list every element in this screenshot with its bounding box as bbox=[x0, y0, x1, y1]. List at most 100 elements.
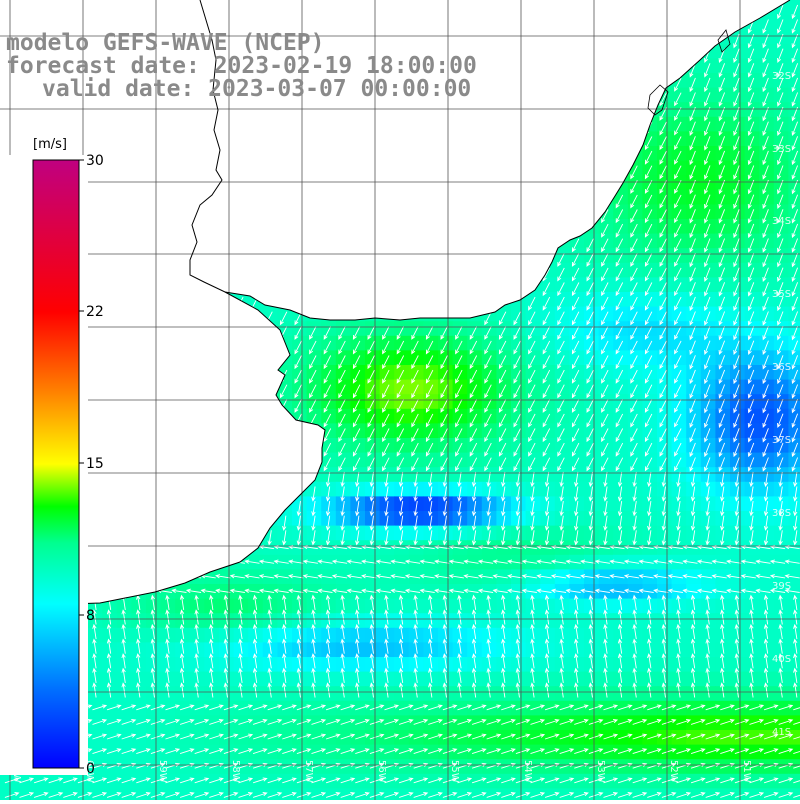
wind-arrow bbox=[718, 48, 726, 63]
wind-arrow bbox=[777, 442, 784, 458]
wind-arrow bbox=[762, 457, 769, 472]
wind-arrow bbox=[594, 574, 610, 579]
wind-arrow bbox=[530, 486, 535, 502]
speed-cell bbox=[642, 452, 658, 468]
speed-cell bbox=[248, 773, 264, 789]
speed-cell bbox=[730, 321, 746, 337]
speed-cell bbox=[715, 321, 731, 337]
wind-arrow bbox=[252, 682, 258, 698]
wind-arrow bbox=[647, 667, 652, 683]
speed-cell bbox=[584, 700, 600, 716]
speed-cell bbox=[627, 350, 643, 366]
speed-cell bbox=[511, 700, 527, 716]
speed-cell bbox=[248, 744, 264, 760]
wind-arrow bbox=[106, 719, 122, 725]
speed-cell bbox=[671, 408, 687, 424]
speed-cell bbox=[613, 321, 629, 337]
speed-cell bbox=[700, 160, 716, 176]
wind-arrow bbox=[223, 733, 239, 740]
speed-cell bbox=[730, 189, 746, 205]
speed-cell bbox=[642, 262, 658, 278]
speed-cell bbox=[744, 58, 760, 74]
wind-arrow bbox=[571, 296, 580, 311]
wind-arrow bbox=[580, 559, 596, 564]
wind-arrow bbox=[340, 682, 345, 698]
speed-cell bbox=[788, 657, 800, 673]
wind-arrow bbox=[544, 733, 560, 740]
latitude-label: 38S bbox=[772, 508, 791, 519]
wind-arrow bbox=[325, 653, 331, 669]
speed-cell bbox=[277, 715, 293, 731]
wind-arrow bbox=[659, 180, 667, 194]
speed-cell bbox=[744, 700, 760, 716]
speed-cell bbox=[365, 394, 381, 410]
wind-arrow bbox=[384, 501, 389, 517]
speed-cell bbox=[715, 306, 731, 322]
speed-cell bbox=[788, 408, 800, 424]
speed-cell bbox=[657, 116, 673, 132]
wind-arrow bbox=[355, 682, 360, 698]
wind-arrow bbox=[601, 428, 609, 443]
speed-cell bbox=[438, 365, 454, 381]
speed-cell bbox=[423, 335, 439, 351]
speed-cell bbox=[321, 350, 337, 366]
speed-cell bbox=[642, 715, 658, 731]
speed-cell bbox=[642, 306, 658, 322]
wind-arrow bbox=[238, 682, 243, 698]
wind-arrow bbox=[267, 623, 272, 640]
wind-arrow bbox=[544, 667, 550, 683]
speed-cell bbox=[700, 773, 716, 789]
speed-cell bbox=[671, 116, 687, 132]
wind-arrow bbox=[747, 194, 755, 209]
wind-arrow bbox=[588, 733, 604, 740]
wind-arrow bbox=[603, 719, 619, 725]
speed-cell bbox=[438, 744, 454, 760]
wind-arrow bbox=[352, 326, 361, 340]
wind-arrow bbox=[425, 326, 434, 340]
speed-cell bbox=[657, 160, 673, 176]
wind-arrow bbox=[223, 594, 228, 610]
wind-arrow bbox=[603, 733, 619, 740]
speed-cell bbox=[627, 219, 643, 235]
speed-cell bbox=[540, 700, 556, 716]
speed-cell bbox=[408, 379, 424, 395]
wind-arrow bbox=[711, 559, 727, 564]
wind-arrow bbox=[396, 457, 405, 472]
wind-arrow bbox=[601, 384, 609, 399]
wind-arrow bbox=[542, 442, 551, 457]
speed-cell bbox=[292, 730, 308, 746]
speed-cell bbox=[394, 759, 410, 775]
wind-arrow bbox=[413, 471, 418, 488]
wind-arrow bbox=[559, 719, 575, 725]
wind-arrow bbox=[571, 369, 580, 384]
wind-arrow bbox=[513, 355, 521, 370]
wind-arrow bbox=[294, 369, 302, 384]
wind-arrow bbox=[544, 682, 550, 698]
wind-arrow bbox=[644, 311, 653, 326]
speed-cell bbox=[292, 379, 308, 395]
speed-cell bbox=[715, 87, 731, 103]
wind-arrow bbox=[317, 588, 333, 593]
wind-arrow bbox=[704, 369, 711, 385]
speed-cell bbox=[306, 408, 322, 424]
speed-cell bbox=[700, 321, 716, 337]
speed-cell bbox=[700, 131, 716, 147]
wind-arrow bbox=[382, 428, 390, 443]
wind-arrow bbox=[179, 682, 185, 698]
speed-cell bbox=[627, 365, 643, 381]
wind-arrow bbox=[778, 704, 794, 711]
speed-cell bbox=[423, 715, 439, 731]
wind-arrow bbox=[384, 719, 400, 725]
speed-cell bbox=[700, 116, 716, 132]
speed-cell bbox=[788, 175, 800, 191]
speed-cell bbox=[671, 759, 687, 775]
speed-cell bbox=[627, 715, 643, 731]
wind-arrow bbox=[530, 638, 535, 654]
wind-arrow bbox=[762, 384, 769, 399]
wind-arrow bbox=[733, 150, 740, 166]
speed-cell bbox=[481, 438, 497, 454]
wind-arrow bbox=[384, 471, 389, 488]
wind-arrow bbox=[630, 413, 638, 428]
wind-arrow bbox=[325, 515, 331, 531]
speed-cell bbox=[773, 175, 789, 191]
